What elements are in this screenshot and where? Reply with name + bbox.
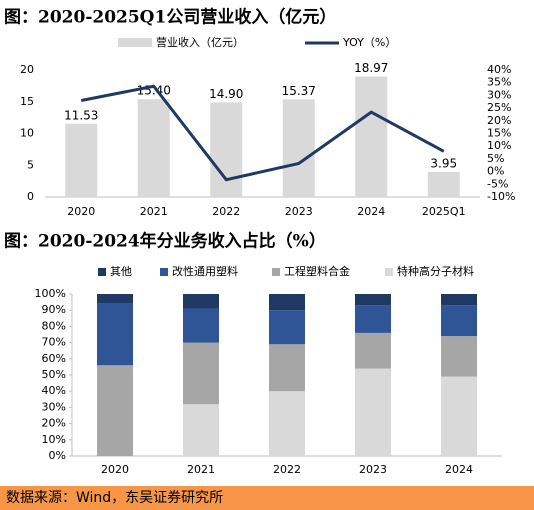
- bar-segment: [97, 365, 133, 456]
- data-label: 18.97: [354, 61, 388, 75]
- y-tick-label: 15: [20, 95, 34, 108]
- legend-label: 特种高分子材料: [397, 264, 474, 278]
- legend-label: 营业收入（亿元）: [156, 35, 244, 49]
- legend-label: YOY（%）: [342, 36, 396, 49]
- footer-band: [0, 486, 534, 510]
- data-label: 3.95: [430, 156, 457, 170]
- y-tick-label: 70%: [42, 336, 66, 349]
- bar-segment: [183, 294, 219, 309]
- y-tick-label: 60%: [42, 352, 66, 365]
- y2-tick-label: -10%: [487, 190, 515, 203]
- data-label: 11.53: [64, 108, 98, 122]
- y-tick-label: 0: [27, 190, 34, 203]
- bar: [427, 171, 460, 197]
- bar-segment: [441, 294, 477, 306]
- bar-segment: [355, 332, 391, 369]
- y-tick-label: 80%: [42, 319, 66, 332]
- bar-segment: [269, 294, 305, 311]
- x-tick-label: 2022: [273, 463, 301, 476]
- x-tick-label: 2020: [67, 205, 95, 218]
- chart-title: 图：2020-2024年分业务收入占比（%）: [4, 231, 326, 252]
- data-label: 14.90: [209, 87, 243, 101]
- y2-tick-label: 35%: [487, 76, 511, 89]
- bar-segment: [441, 376, 477, 456]
- y-tick-label: 100%: [35, 287, 66, 300]
- bar-segment: [441, 336, 477, 377]
- y2-tick-label: 25%: [487, 101, 511, 114]
- y2-tick-label: 0%: [487, 165, 504, 178]
- x-tick-label: 2023: [285, 205, 313, 218]
- x-tick-label: 2025Q1: [422, 205, 466, 218]
- x-tick-label: 2024: [357, 205, 385, 218]
- x-tick-label: 2021: [140, 205, 168, 218]
- bar: [210, 102, 243, 197]
- bar-segment: [441, 305, 477, 337]
- x-tick-label: 2021: [187, 463, 215, 476]
- y2-tick-label: 40%: [487, 63, 511, 76]
- y-tick-label: 10%: [42, 433, 66, 446]
- line: [80, 84, 445, 182]
- y-tick-label: 5: [27, 158, 34, 171]
- legend-label: 改性通用塑料: [172, 264, 238, 278]
- y2-tick-label: 15%: [487, 127, 511, 140]
- bar: [65, 123, 98, 197]
- data-label: 15.37: [282, 84, 316, 98]
- x-tick-label: 2020: [101, 463, 129, 476]
- legend-swatch: [272, 268, 280, 276]
- y-tick-label: 0%: [49, 449, 66, 462]
- y-tick-label: 30%: [42, 400, 66, 413]
- y2-tick-label: -5%: [487, 177, 508, 190]
- y-tick-label: 10: [20, 127, 34, 140]
- legend-label: 工程塑料合金: [284, 264, 350, 278]
- bar-segment: [183, 308, 219, 343]
- legend-swatch: [385, 268, 393, 276]
- source-note: 数据来源：Wind，东吴证券研究所: [6, 490, 223, 506]
- bar-segment: [269, 310, 305, 345]
- bar-segment: [269, 344, 305, 392]
- bar: [355, 76, 388, 197]
- x-tick-label: 2023: [359, 463, 387, 476]
- legend-swatch: [118, 38, 152, 47]
- bar-segment: [97, 294, 133, 304]
- y2-tick-label: 20%: [487, 114, 511, 127]
- legend-label: 其他: [110, 265, 132, 278]
- y-tick-label: 20%: [42, 417, 66, 430]
- bar-segment: [355, 305, 391, 333]
- bar-segment: [183, 342, 219, 405]
- bar: [282, 99, 315, 197]
- legend-swatch: [98, 268, 106, 276]
- y-tick-label: 20: [20, 63, 34, 76]
- bar-segment: [97, 303, 133, 366]
- y2-tick-label: 10%: [487, 139, 511, 152]
- chart-title: 图：2020-2025Q1公司营业收入（亿元）: [4, 7, 336, 28]
- bar-segment: [269, 391, 305, 456]
- y-tick-label: 50%: [42, 368, 66, 381]
- x-tick-label: 2022: [212, 205, 240, 218]
- y2-tick-label: 5%: [487, 152, 504, 165]
- y-tick-label: 90%: [42, 303, 66, 316]
- y-tick-label: 40%: [42, 384, 66, 397]
- bar-segment: [355, 294, 391, 306]
- x-tick-label: 2024: [445, 463, 473, 476]
- legend-swatch: [160, 268, 168, 276]
- bar-segment: [183, 404, 219, 456]
- y2-tick-label: 30%: [487, 88, 511, 101]
- bar-segment: [355, 368, 391, 456]
- bar: [137, 99, 170, 197]
